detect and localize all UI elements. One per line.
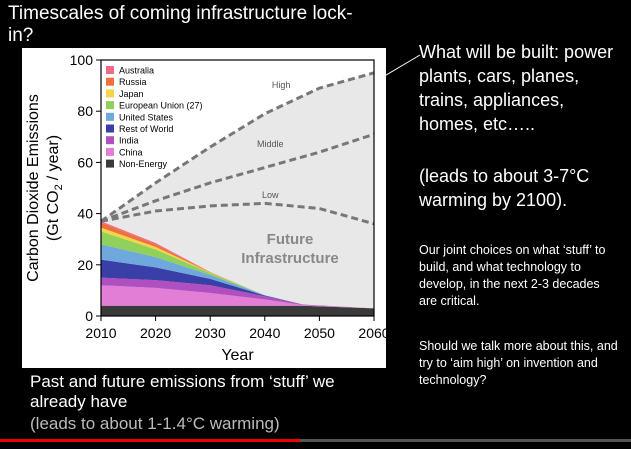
x-tick-label: 2010 — [85, 325, 116, 341]
past-emissions-text: Past and future emissions from ‘stuff’ w… — [30, 372, 335, 411]
legend-swatch — [106, 136, 114, 145]
legend-swatch — [106, 77, 114, 86]
annotation: Infrastructure — [241, 250, 339, 267]
legend-swatch — [106, 101, 114, 110]
scenario-label: Middle — [257, 139, 284, 149]
x-tick-label: 2030 — [195, 325, 226, 341]
legend-label: China — [119, 147, 143, 157]
area — [101, 259, 374, 309]
y-label-part: (Gt CO — [45, 190, 62, 241]
y-axis-label: Carbon Dioxide Emissions (Gt CO2 / year) — [25, 94, 65, 282]
progress-bar — [0, 439, 300, 442]
legend-swatch — [106, 66, 114, 74]
built-heading: What will be built: power plants, cars, … — [419, 42, 614, 134]
y-label-line1: Carbon Dioxide Emissions — [25, 94, 42, 282]
y-label-sub: 2 — [53, 184, 65, 190]
progress-track — [0, 439, 631, 442]
legend-label: Japan — [119, 89, 144, 99]
annotation: Future — [267, 231, 314, 248]
legend-swatch — [106, 159, 114, 168]
legend-swatch — [106, 147, 114, 156]
area — [101, 285, 374, 309]
legend-label: Russia — [119, 77, 147, 87]
question-text: Should we talk more about this, and try … — [419, 339, 618, 387]
choices-text: Our joint choices on what ‘stuff’ to bui… — [419, 243, 606, 308]
x-axis-label: Year — [221, 347, 254, 364]
scenario-label: Low — [262, 190, 279, 200]
y-label-part: / year) — [45, 135, 62, 180]
area — [101, 277, 374, 309]
x-tick-label: 2050 — [304, 325, 335, 341]
x-tick-label: 2060 — [358, 325, 389, 341]
legend-label: Rest of World — [119, 124, 173, 134]
built-warming: (leads to about 3-7°C warming by 2100). — [419, 166, 590, 210]
scenario-label: High — [272, 80, 291, 90]
legend-label: India — [119, 136, 139, 146]
plot-frame — [100, 59, 375, 317]
area — [101, 305, 374, 316]
y-tick-label: 100 — [70, 52, 94, 68]
scenario-line — [100, 201, 375, 226]
x-tick-label: 2040 — [249, 325, 280, 341]
y-tick-label: 60 — [77, 154, 93, 170]
y-tick-label: 40 — [77, 206, 93, 222]
y-tick-label: 20 — [77, 257, 93, 273]
y-tick-label: 0 — [85, 308, 93, 324]
legend-label: European Union (27) — [119, 101, 203, 111]
legend-swatch — [106, 112, 114, 121]
x-tick-label: 2020 — [140, 325, 171, 341]
y-label-line2: (Gt CO2 / year) — [45, 135, 65, 241]
legend-swatch — [106, 89, 114, 98]
slide-title: Timescales of coming infrastructure lock… — [8, 3, 353, 46]
scenario-line — [100, 132, 375, 223]
legend-swatch — [106, 124, 114, 133]
y-tick-label: 80 — [77, 103, 93, 119]
legend-label: United States — [119, 112, 174, 122]
past-warming-text: (leads to about 1-1.4°C warming) — [30, 414, 280, 433]
scenario-line — [100, 71, 375, 223]
legend-label: Australia — [119, 66, 154, 76]
legend-label: Non-Energy — [119, 159, 168, 169]
